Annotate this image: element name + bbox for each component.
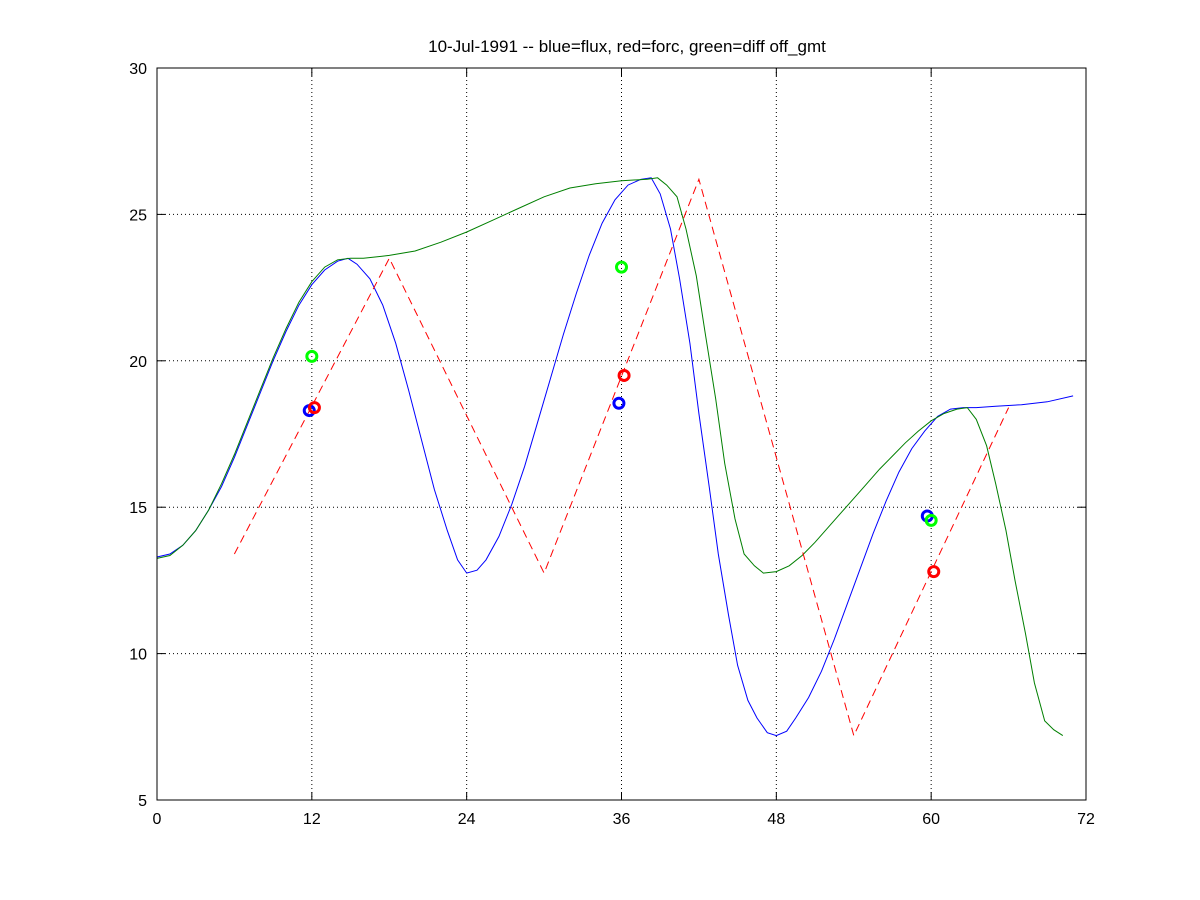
y-tick-label: 5	[138, 793, 147, 810]
series-line-1	[156, 177, 1064, 737]
y-tick-label: 25	[129, 207, 147, 224]
markers	[302, 260, 941, 579]
x-tick-label: 12	[303, 811, 321, 828]
series-lines	[156, 177, 1074, 738]
y-tick-label: 10	[129, 647, 147, 664]
grid-lines	[157, 68, 1086, 800]
marker-point-2	[615, 260, 628, 274]
y-tick-label: 15	[129, 500, 147, 517]
marker-point-1	[927, 565, 941, 579]
x-tick-label: 0	[153, 811, 162, 828]
x-tick-label: 72	[1077, 811, 1095, 828]
axis-ticks: 0 12 24 36 48 60 72 5 10 15 20 25 30	[129, 61, 1095, 828]
marker-point-2	[305, 349, 319, 363]
marker-point-1	[307, 401, 321, 415]
chart-title: 10-Jul-1991 -- blue=flux, red=forc, gree…	[428, 37, 826, 56]
series-line-0	[156, 177, 1074, 737]
x-tick-label: 60	[922, 811, 940, 828]
x-tick-label: 48	[767, 811, 785, 828]
x-tick-label: 36	[613, 811, 631, 828]
x-tick-label: 24	[458, 811, 476, 828]
y-tick-label: 30	[129, 61, 147, 78]
y-tick-label: 20	[129, 354, 147, 371]
series-line-2	[233, 177, 1010, 738]
marker-point-0	[612, 396, 626, 410]
marker-point-1	[617, 368, 631, 382]
marker-point-2	[924, 513, 938, 527]
